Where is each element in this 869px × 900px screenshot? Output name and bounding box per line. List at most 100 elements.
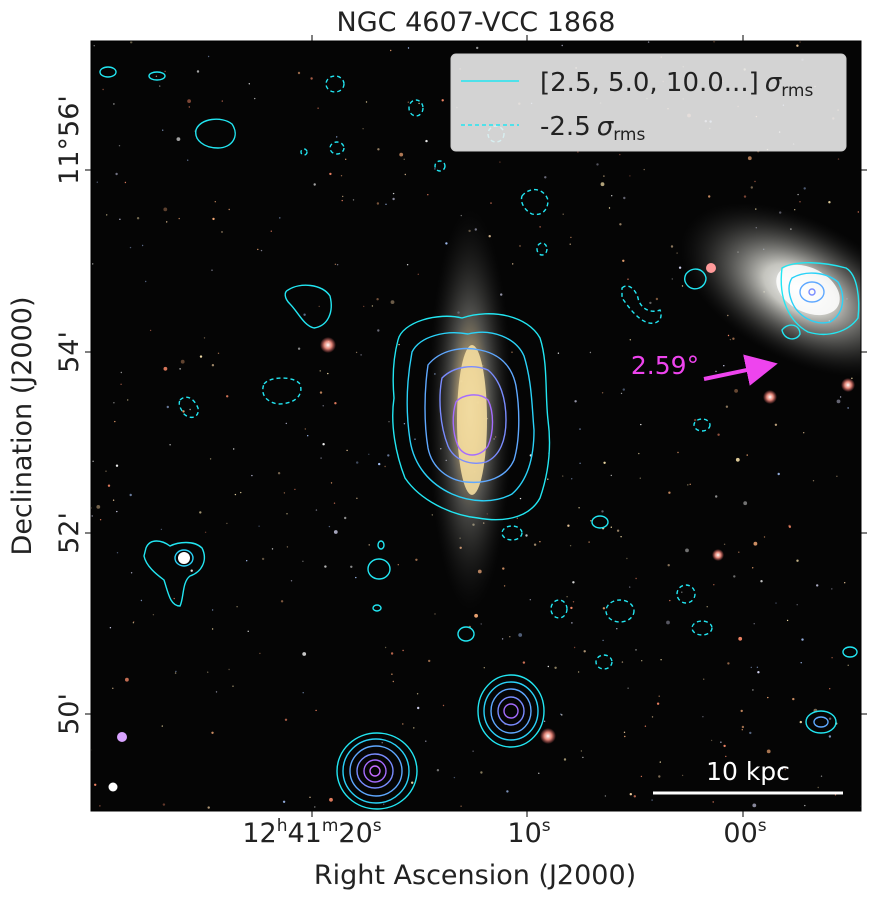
background-star: [442, 704, 445, 707]
background-star: [834, 794, 837, 796]
background-star: [403, 423, 406, 425]
background-star: [720, 741, 722, 743]
background-star: [796, 559, 799, 562]
background-star: [622, 259, 625, 262]
background-star: [152, 614, 155, 616]
background-star: [611, 195, 613, 197]
background-star: [381, 742, 383, 744]
background-star: [320, 457, 322, 459]
background-star: [371, 305, 374, 307]
background-star: [391, 673, 393, 675]
background-star: [207, 806, 210, 809]
background-star: [506, 790, 509, 793]
background-star: [566, 596, 568, 598]
background-star: [831, 657, 833, 659]
background-star: [603, 461, 606, 464]
contour-level-1: [392, 313, 551, 521]
negative-contour: [329, 141, 345, 155]
background-star: [522, 661, 526, 664]
legend-entry-text: [2.5, 5.0, 10.0...]: [540, 68, 759, 98]
background-star: [341, 199, 343, 202]
background-star: [571, 622, 573, 624]
negative-contour: [691, 620, 713, 636]
x-tick-label-part: 20: [338, 818, 372, 849]
background-star: [345, 158, 347, 160]
background-star: [166, 221, 168, 223]
contour-level-3: [799, 281, 825, 303]
contour-level-4: [497, 696, 525, 726]
negative-contour: [501, 525, 523, 541]
background-star: [270, 230, 272, 232]
x-tick-label-2: 00s: [723, 816, 766, 849]
contour-level-1: [780, 262, 860, 336]
background-star: [336, 264, 339, 266]
background-star: [580, 750, 583, 752]
negative-contour: [520, 189, 549, 216]
background-star: [297, 347, 301, 350]
background-star: [258, 525, 260, 527]
background-star: [562, 475, 564, 477]
background-star: [283, 492, 286, 494]
background-star: [635, 577, 637, 580]
background-star: [623, 196, 626, 200]
background-star: [118, 145, 121, 147]
background-star: [203, 337, 206, 339]
negative-contour: [300, 148, 308, 156]
background-star: [377, 148, 380, 151]
x-tick-label-part: 00: [723, 818, 757, 849]
background-star: [735, 457, 740, 462]
background-star: [175, 670, 177, 673]
background-star: [687, 484, 689, 486]
background-star: [91, 515, 93, 517]
background-star: [828, 717, 832, 720]
background-star: [766, 749, 771, 754]
background-star: [804, 804, 806, 807]
background-star: [398, 343, 400, 346]
background-star: [406, 264, 409, 266]
background-star: [533, 543, 537, 546]
contour-level-1: [457, 626, 475, 642]
background-star: [777, 472, 780, 476]
background-star: [99, 805, 101, 807]
background-star: [786, 619, 789, 622]
background-star: [163, 207, 168, 212]
background-star: [723, 744, 726, 748]
background-star: [574, 400, 577, 403]
background-star: [413, 727, 415, 729]
background-star: [626, 557, 628, 560]
background-star: [627, 278, 629, 280]
contour-level-4: [356, 753, 394, 789]
background-star: [215, 691, 218, 693]
background-star: [512, 263, 514, 265]
background-star: [474, 613, 478, 618]
background-star: [658, 695, 660, 697]
background-star: [260, 249, 263, 252]
background-star: [727, 334, 730, 337]
background-star: [797, 193, 799, 196]
background-star: [831, 588, 833, 590]
background-star: [376, 298, 379, 301]
background-star: [226, 522, 228, 525]
background-star: [149, 329, 152, 332]
bright-star: [763, 390, 777, 404]
background-star: [476, 46, 479, 50]
background-star: [207, 55, 210, 58]
background-star: [655, 297, 659, 301]
background-star: [162, 803, 166, 806]
background-star: [352, 199, 355, 201]
background-star: [717, 433, 720, 436]
background-star: [180, 359, 185, 364]
background-star: [257, 248, 259, 251]
background-star: [307, 435, 309, 437]
contour-level-3: [490, 688, 532, 734]
contour-level-1: [683, 268, 707, 290]
background-star: [319, 370, 321, 372]
negative-contour: [676, 584, 696, 604]
contour-level-2: [813, 716, 829, 728]
background-star: [547, 665, 549, 668]
background-star: [129, 493, 132, 497]
background-star: [480, 771, 483, 774]
background-star: [666, 620, 670, 625]
background-star: [608, 207, 611, 209]
background-star: [388, 421, 390, 423]
